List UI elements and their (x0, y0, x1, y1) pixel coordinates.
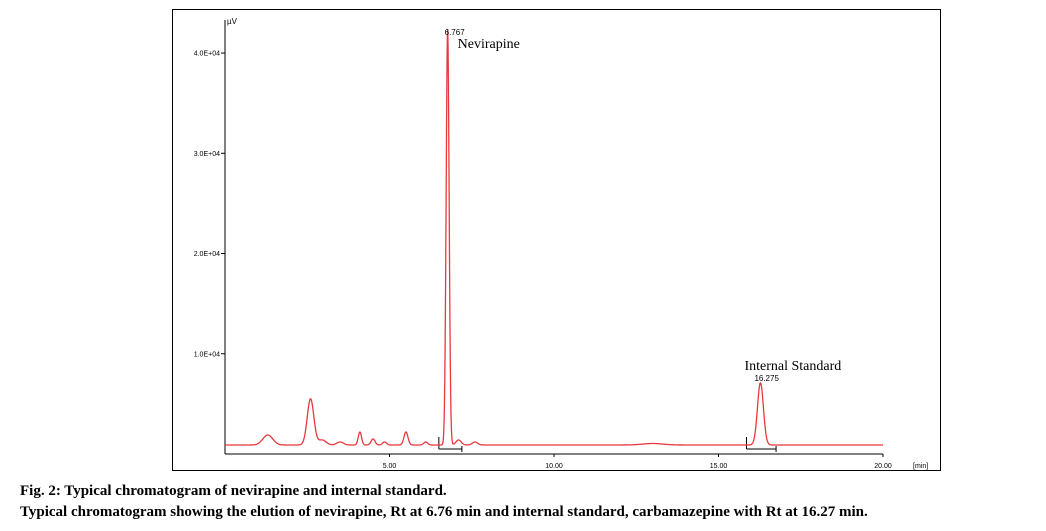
chromatogram-figure: µV [min] 1.0E+04 2.0E+04 3.0E+04 4.0E+04 5.… (172, 9, 941, 471)
figure-caption-title: Fig. 2: Typical chromatogram of nevirapi… (20, 483, 447, 499)
chromatogram-plot: µV [min] 1.0E+04 2.0E+04 3.0E+04 4.0E+04 5.… (194, 17, 929, 470)
peak-name-label: Internal Standard (744, 359, 841, 374)
y-tick-label: 3.0E+04 (194, 151, 220, 158)
x-tick-label: 15.00 (710, 463, 728, 470)
chromatogram-trace (224, 29, 884, 446)
peak-name-label: Nevirapine (458, 37, 520, 52)
peak-retention-time-label: 6.767 (445, 28, 466, 37)
y-tick-label: 4.0E+04 (194, 51, 220, 58)
x-tick-label: 10.00 (545, 463, 563, 470)
peak-retention-time-label: 16.275 (754, 374, 779, 383)
figure-caption-subtitle: Typical chromatogram showing the elution… (20, 504, 868, 520)
x-unit-label: [min] (913, 463, 928, 470)
y-unit-label: µV (227, 17, 238, 26)
y-tick-label: 1.0E+04 (194, 351, 220, 358)
y-tick-label: 2.0E+04 (194, 251, 220, 258)
x-tick-label: 20.00 (874, 463, 892, 470)
x-tick-label: 5.00 (383, 463, 397, 470)
